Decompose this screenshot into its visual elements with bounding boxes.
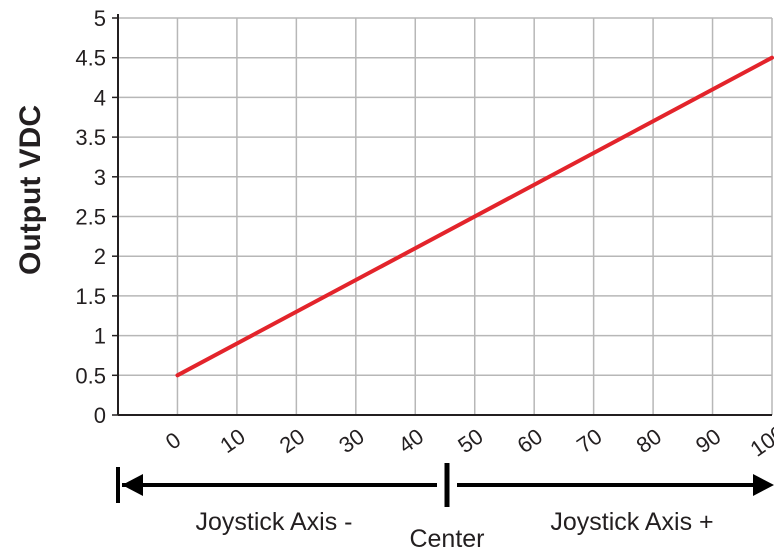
x-tick-label: 30	[334, 424, 368, 459]
right-arrow-label: Joystick Axis +	[550, 508, 713, 536]
left-arrow-head	[122, 474, 143, 496]
y-tick-label: 2.5	[75, 205, 106, 230]
y-tick-label: 4.5	[75, 46, 106, 71]
y-tick-label: 2	[94, 244, 106, 269]
center-label: Center	[409, 525, 484, 553]
y-tick-labels: 0 0.5 1 1.5 2 2.5 3 3.5 4 4.5 5	[75, 6, 106, 428]
y-tick-label: 0.5	[75, 363, 106, 388]
x-tick-label: 90	[691, 424, 725, 459]
x-tick-label: 10	[215, 424, 249, 459]
y-tick-label: 4	[94, 85, 106, 110]
x-tick-label: 50	[453, 424, 487, 459]
x-tick-label: 100	[745, 420, 774, 462]
grid-lines	[118, 17, 773, 415]
x-tick-label: 60	[513, 424, 547, 459]
y-tick-label: 3.5	[75, 125, 106, 150]
x-tick-label: 0	[161, 427, 185, 455]
x-tick-labels: 0 10 20 30 40 50 60 70 80 90 100	[161, 420, 774, 462]
joystick-axis-annotation: Joystick Axis - Center Joystick Axis +	[116, 463, 774, 553]
y-tick-label: 0	[94, 403, 106, 428]
x-tick-label: 70	[572, 424, 606, 459]
axes	[112, 14, 772, 416]
x-tick-label: 40	[394, 424, 428, 459]
x-tick-label: 20	[275, 424, 309, 459]
y-axis-label: Output VDC	[14, 105, 47, 275]
series-line	[175, 55, 774, 378]
y-tick-label: 3	[94, 165, 106, 190]
x-tick-label: 80	[632, 424, 666, 459]
right-arrow-head	[753, 474, 774, 496]
y-tick-label: 1.5	[75, 284, 106, 309]
left-arrow-label: Joystick Axis -	[196, 508, 353, 536]
y-tick-label: 5	[94, 6, 106, 31]
y-tick-label: 1	[94, 324, 106, 349]
series-group	[175, 55, 774, 378]
